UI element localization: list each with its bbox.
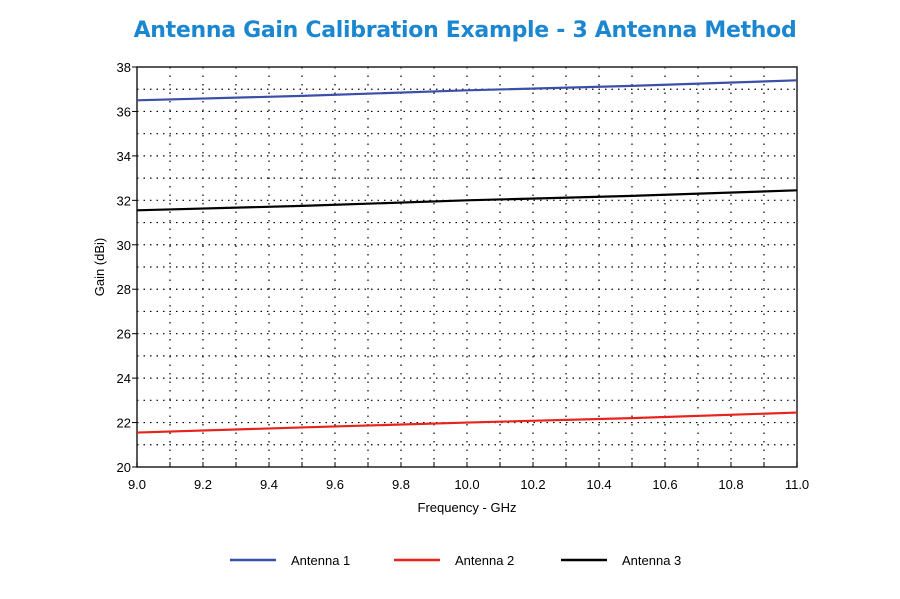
x-tick-label: 9.6	[326, 477, 344, 492]
y-tick-label: 28	[117, 282, 131, 297]
y-tick-label: 20	[117, 460, 131, 475]
x-tick-label: 10.6	[652, 477, 677, 492]
y-tick-label: 36	[117, 104, 131, 119]
x-tick-label: 10.2	[520, 477, 545, 492]
series-line-3	[136, 189, 798, 212]
series-line-2	[136, 411, 798, 434]
y-tick-label: 26	[117, 327, 131, 342]
x-tick-label: 9.2	[194, 477, 212, 492]
x-tick-label: 10.0	[454, 477, 479, 492]
legend-label-3: Antenna 3	[622, 553, 681, 568]
y-tick-label: 30	[117, 238, 131, 253]
y-tick-label: 34	[117, 149, 131, 164]
y-tick-label: 24	[117, 371, 131, 386]
x-tick-label: 11.0	[785, 477, 809, 492]
x-tick-label: 9.0	[128, 477, 146, 492]
x-tick-label: 10.4	[586, 477, 611, 492]
x-tick-label: 9.8	[392, 477, 410, 492]
x-axis-label: Frequency - GHz	[418, 500, 517, 515]
x-tick-label: 10.8	[718, 477, 743, 492]
x-tick-label: 9.4	[260, 477, 278, 492]
y-axis-label: Gain (dBi)	[92, 238, 107, 297]
y-tick-label: 22	[117, 416, 131, 431]
legend-label-1: Antenna 1	[291, 553, 350, 568]
y-tick-label: 38	[117, 60, 131, 75]
series-line-1	[136, 79, 798, 102]
legend-label-2: Antenna 2	[455, 553, 514, 568]
chart-title: Antenna Gain Calibration Example - 3 Ant…	[133, 18, 797, 43]
y-tick-label: 32	[117, 193, 131, 208]
